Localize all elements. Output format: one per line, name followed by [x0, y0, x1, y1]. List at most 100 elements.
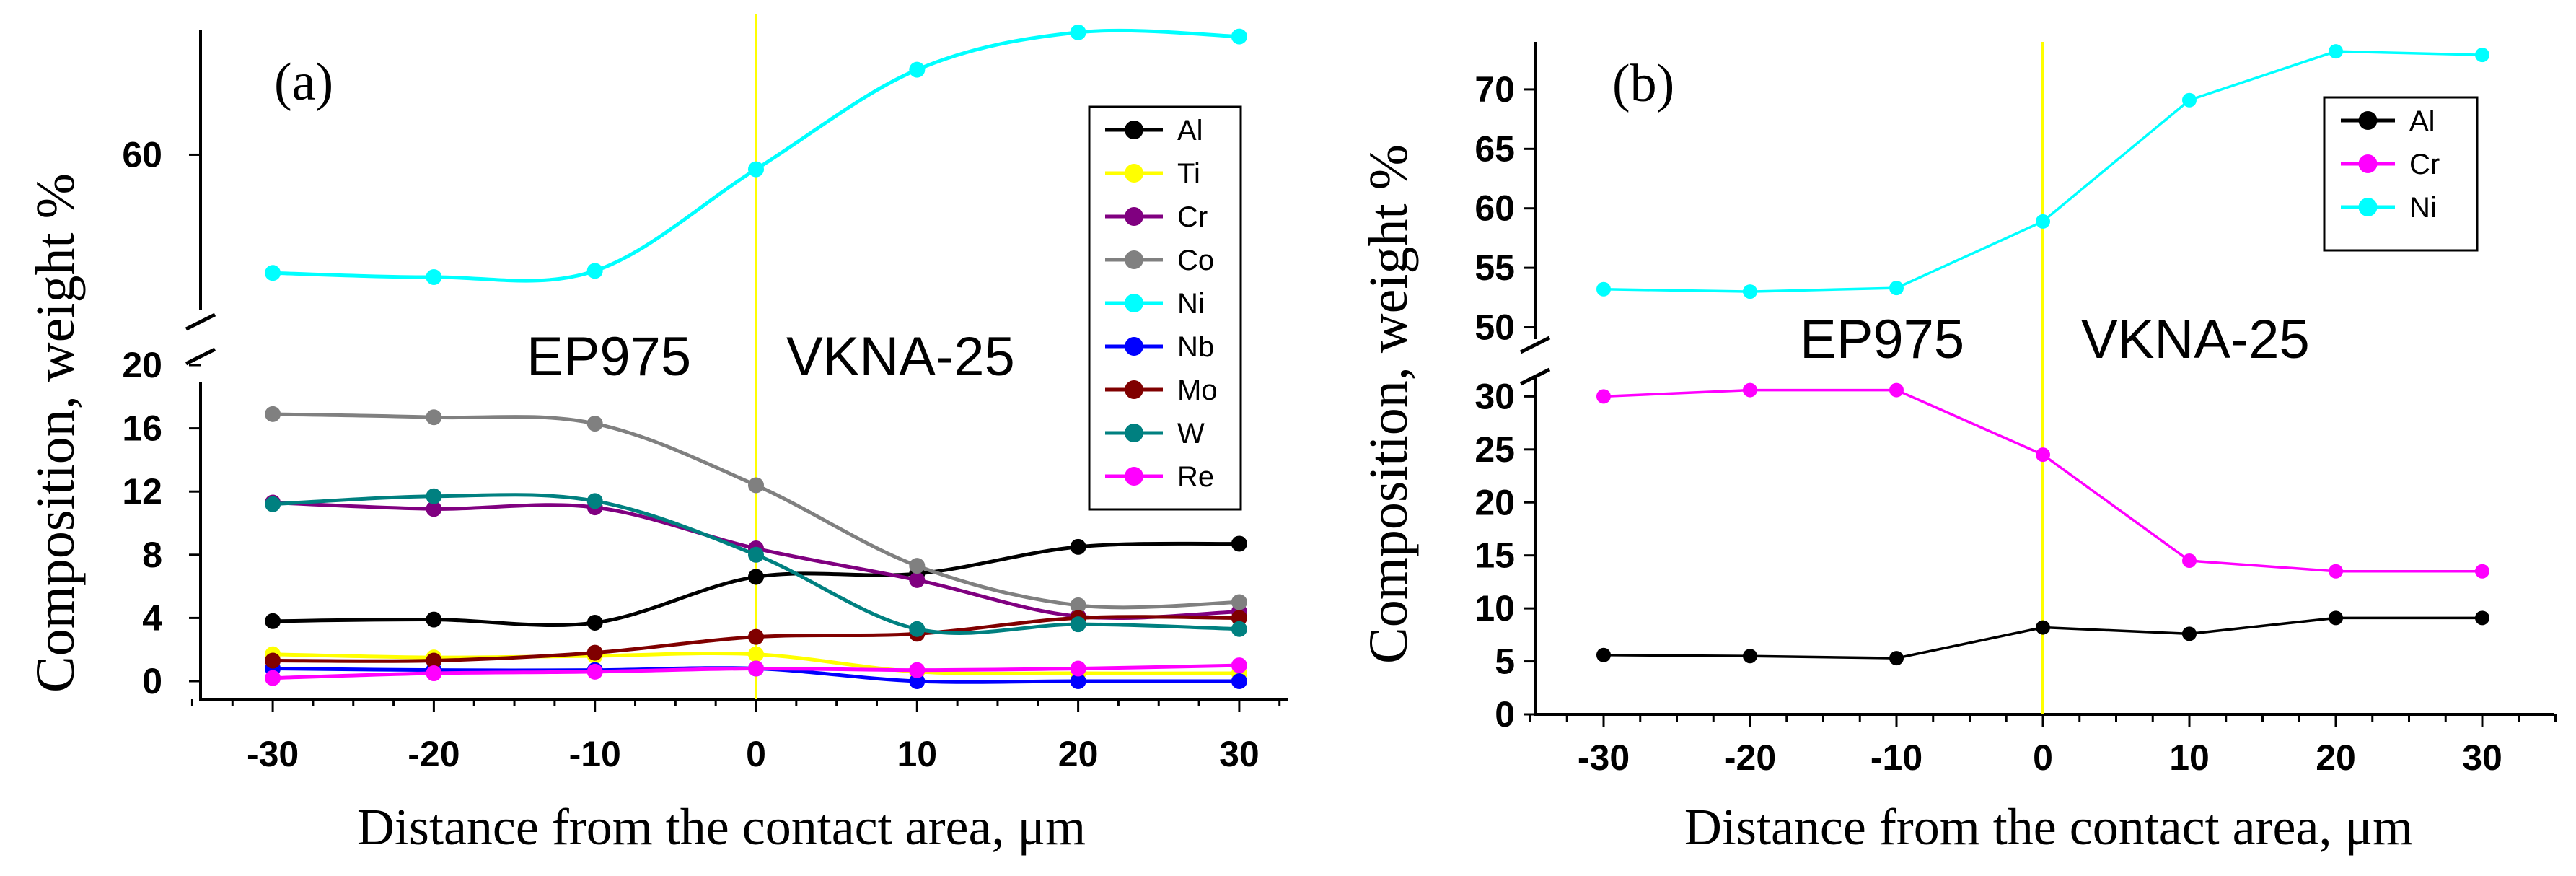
data-point-al — [1889, 651, 1904, 666]
legend-label-ni: Ni — [2409, 192, 2437, 224]
y-tick-label: 20 — [1474, 482, 1515, 522]
data-point-al — [1596, 647, 1611, 662]
y-tick-label: 5 — [1495, 641, 1515, 682]
panel-b-axis-break-bottom — [1519, 367, 1551, 386]
data-point-mo — [586, 644, 603, 661]
data-point-mo — [748, 628, 764, 645]
legend-label-co: Co — [1177, 245, 1214, 276]
data-point-w — [426, 488, 442, 504]
data-point-ni — [2036, 214, 2050, 229]
data-point-ni — [426, 269, 442, 286]
data-point-ni — [1743, 284, 1757, 299]
data-point-al — [1070, 538, 1086, 555]
data-point-re — [748, 660, 764, 677]
data-point-cr — [1743, 382, 1757, 398]
data-point-al — [2182, 626, 2197, 641]
data-point-al — [2329, 610, 2343, 626]
data-point-cr — [2182, 553, 2197, 569]
data-point-cr — [1889, 382, 1904, 398]
panel-a-axis-break-bottom — [185, 347, 216, 366]
data-point-co — [426, 409, 442, 426]
data-point-ni — [1889, 281, 1904, 296]
data-point-nb — [909, 673, 926, 689]
legend-marker-ni — [1125, 294, 1143, 312]
data-point-cr — [2329, 564, 2343, 579]
data-point-cr — [2036, 447, 2050, 463]
data-point-w — [1070, 616, 1086, 633]
data-point-w — [265, 496, 281, 512]
data-point-co — [265, 406, 281, 422]
y-tick-label: 10 — [1474, 588, 1515, 628]
x-tick-label: -30 — [247, 734, 299, 774]
panel-a: -30 -20 -10 0 10 20 30 0 4 8 12 16 20 60 (a) EP975 VK… — [25, 14, 1288, 856]
legend-label-al: Al — [2409, 105, 2435, 137]
data-point-co — [1070, 597, 1086, 613]
data-point-ni — [748, 161, 764, 178]
data-point-co — [909, 558, 926, 574]
x-tick-label: -20 — [1724, 737, 1776, 778]
panel-a-axis-break-top — [185, 312, 216, 331]
data-point-ni — [909, 61, 926, 78]
data-point-al — [2475, 610, 2489, 626]
y-tick-label: 16 — [122, 408, 162, 449]
data-point-re — [265, 670, 281, 686]
data-point-al — [586, 614, 603, 631]
data-point-ni — [1070, 24, 1086, 40]
data-point-re — [586, 663, 603, 680]
legend-marker-cr — [2358, 154, 2378, 173]
data-point-al — [2036, 620, 2050, 635]
legend-label-w: W — [1177, 418, 1205, 450]
data-point-al — [748, 569, 764, 585]
legend-label-re: Re — [1177, 461, 1214, 493]
y-tick-label: 15 — [1474, 535, 1515, 576]
panel-a-x-axis-title: Distance from the contact area, μm — [357, 798, 1086, 856]
y-tick-label: 50 — [1474, 307, 1515, 348]
y-tick-label: 70 — [1474, 69, 1515, 110]
y-tick-label: 8 — [142, 535, 162, 575]
data-point-al — [265, 613, 281, 629]
data-point-al — [1231, 535, 1247, 552]
data-point-mo — [265, 652, 281, 669]
x-tick-label: 0 — [2033, 737, 2053, 778]
panel-a-series — [265, 14, 1247, 699]
y-tick-label: 12 — [122, 471, 162, 512]
panel-b: -30 -20 -10 0 10 20 30 0 5 10 15 20 25 30 50 55 60 65 70 (… — [1358, 42, 2557, 856]
x-tick-label: -10 — [569, 734, 621, 774]
legend-marker-mo — [1125, 380, 1143, 399]
panel-a-region-right: VKNA-25 — [786, 326, 1015, 387]
legend-marker-ti — [1125, 164, 1143, 183]
data-point-ni — [1596, 281, 1611, 297]
data-point-nb — [1231, 673, 1247, 689]
panel-b-ticks: -30 -20 -10 0 10 20 30 0 5 10 15 20 25 30 50 55 60 65 70 — [1474, 69, 2557, 778]
data-point-ni — [265, 265, 281, 281]
panel-b-y-axis-title: Composition, weight % — [1358, 144, 1419, 664]
x-tick-label: -10 — [1871, 737, 1922, 778]
data-point-w — [1231, 621, 1247, 637]
data-point-ni — [586, 263, 603, 279]
x-tick-label: 20 — [2316, 737, 2356, 778]
data-point-re — [1231, 657, 1247, 674]
y-tick-label: 0 — [142, 661, 162, 701]
panel-a-ticks: -30 -20 -10 0 10 20 30 0 4 8 12 16 20 60 — [122, 134, 1281, 774]
x-tick-label: -20 — [408, 734, 460, 774]
panel-a-legend: Al Ti Cr Co Ni Nb Mo W Re — [1088, 105, 1242, 511]
data-point-cr — [2475, 564, 2489, 579]
panel-b-legend-box — [2323, 96, 2479, 252]
panel-b-x-axis-title: Distance from the contact area, μm — [1684, 798, 2413, 856]
panel-a-label: (a) — [274, 53, 333, 112]
data-point-re — [1070, 660, 1086, 677]
data-point-ni — [1231, 28, 1247, 45]
panel-a-legend-box — [1088, 105, 1242, 511]
x-tick-label: -30 — [1578, 737, 1630, 778]
data-point-mo — [1231, 610, 1247, 626]
y-tick-label: 30 — [1474, 376, 1515, 416]
data-point-al — [426, 611, 442, 628]
y-tick-label: 55 — [1474, 248, 1515, 288]
panel-b-region-left: EP975 — [1800, 309, 1964, 370]
legend-label-ni: Ni — [1177, 288, 1205, 320]
data-point-co — [1231, 594, 1247, 610]
data-point-ti — [748, 646, 764, 662]
legend-marker-w — [1125, 424, 1143, 442]
legend-marker-co — [1125, 250, 1143, 269]
